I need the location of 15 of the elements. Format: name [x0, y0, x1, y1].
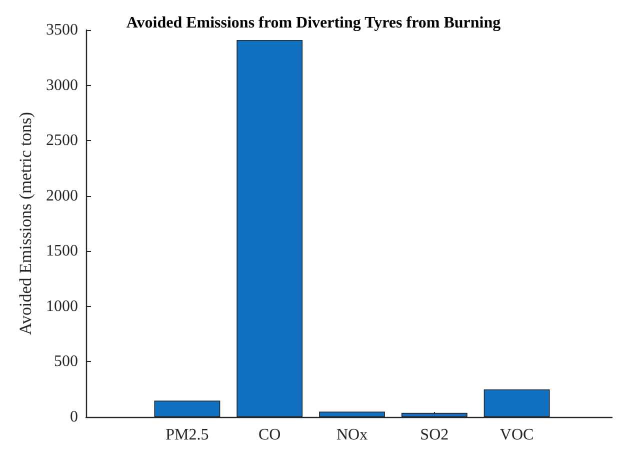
chart-title: Avoided Emissions from Diverting Tyres from Burning [126, 14, 501, 32]
x-tick-label: CO [258, 426, 281, 444]
x-tick-label: NOx [336, 426, 368, 444]
x-tick-label: SO2 [420, 426, 449, 444]
y-tick-label: 3500 [46, 22, 78, 38]
y-tick-label: 1000 [46, 298, 78, 315]
y-tick-label: 1500 [46, 242, 78, 260]
x-tick-label: VOC [500, 426, 534, 444]
y-axis-title: Avoided Emissions (metric tons) [16, 112, 35, 336]
y-tick-label: 2000 [46, 187, 78, 204]
y-tick-label: 0 [70, 408, 78, 426]
x-tick-label: PM2.5 [166, 426, 209, 444]
y-tick-label: 2500 [46, 132, 78, 150]
y-tick-label: 3000 [46, 76, 78, 94]
y-tick-label: 500 [54, 353, 78, 370]
